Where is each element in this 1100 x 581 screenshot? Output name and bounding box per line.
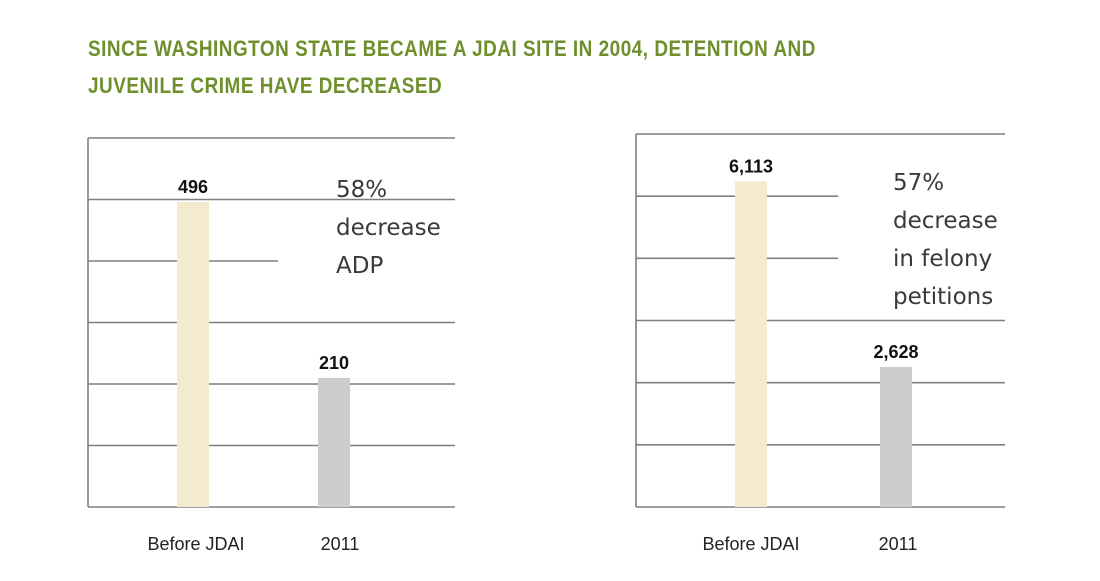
annotation-line: decrease xyxy=(336,215,441,241)
chart-adp: 496 210 Before JDAI 2011 58% decrease ADP xyxy=(87,137,455,554)
category-label: Before JDAI xyxy=(702,534,799,554)
category-label: 2011 xyxy=(321,534,360,554)
value-label: 6,113 xyxy=(729,156,773,176)
category-label: Before JDAI xyxy=(147,534,244,554)
annotation-line: 58% xyxy=(336,177,387,203)
chart-felony-petitions: 6,113 2,628 Before JDAI 2011 57% decrease in f… xyxy=(635,133,1005,554)
annotation-line: petitions xyxy=(893,284,993,310)
bar-2011 xyxy=(880,367,912,507)
bar-before-jdai xyxy=(735,181,767,508)
value-label: 2,628 xyxy=(873,342,918,362)
value-label: 210 xyxy=(319,353,349,373)
category-label: 2011 xyxy=(879,534,918,554)
annotation-line: ADP xyxy=(336,253,383,279)
annotation-line: decrease xyxy=(893,208,998,234)
bar-2011 xyxy=(318,377,350,507)
value-label: 496 xyxy=(178,177,208,197)
annotation-line: in felony xyxy=(893,246,992,272)
page-title: SINCE WASHINGTON STATE BECAME A JDAI SIT… xyxy=(88,36,816,98)
bar-before-jdai xyxy=(177,202,209,507)
annotation-line: 57% xyxy=(893,170,944,196)
